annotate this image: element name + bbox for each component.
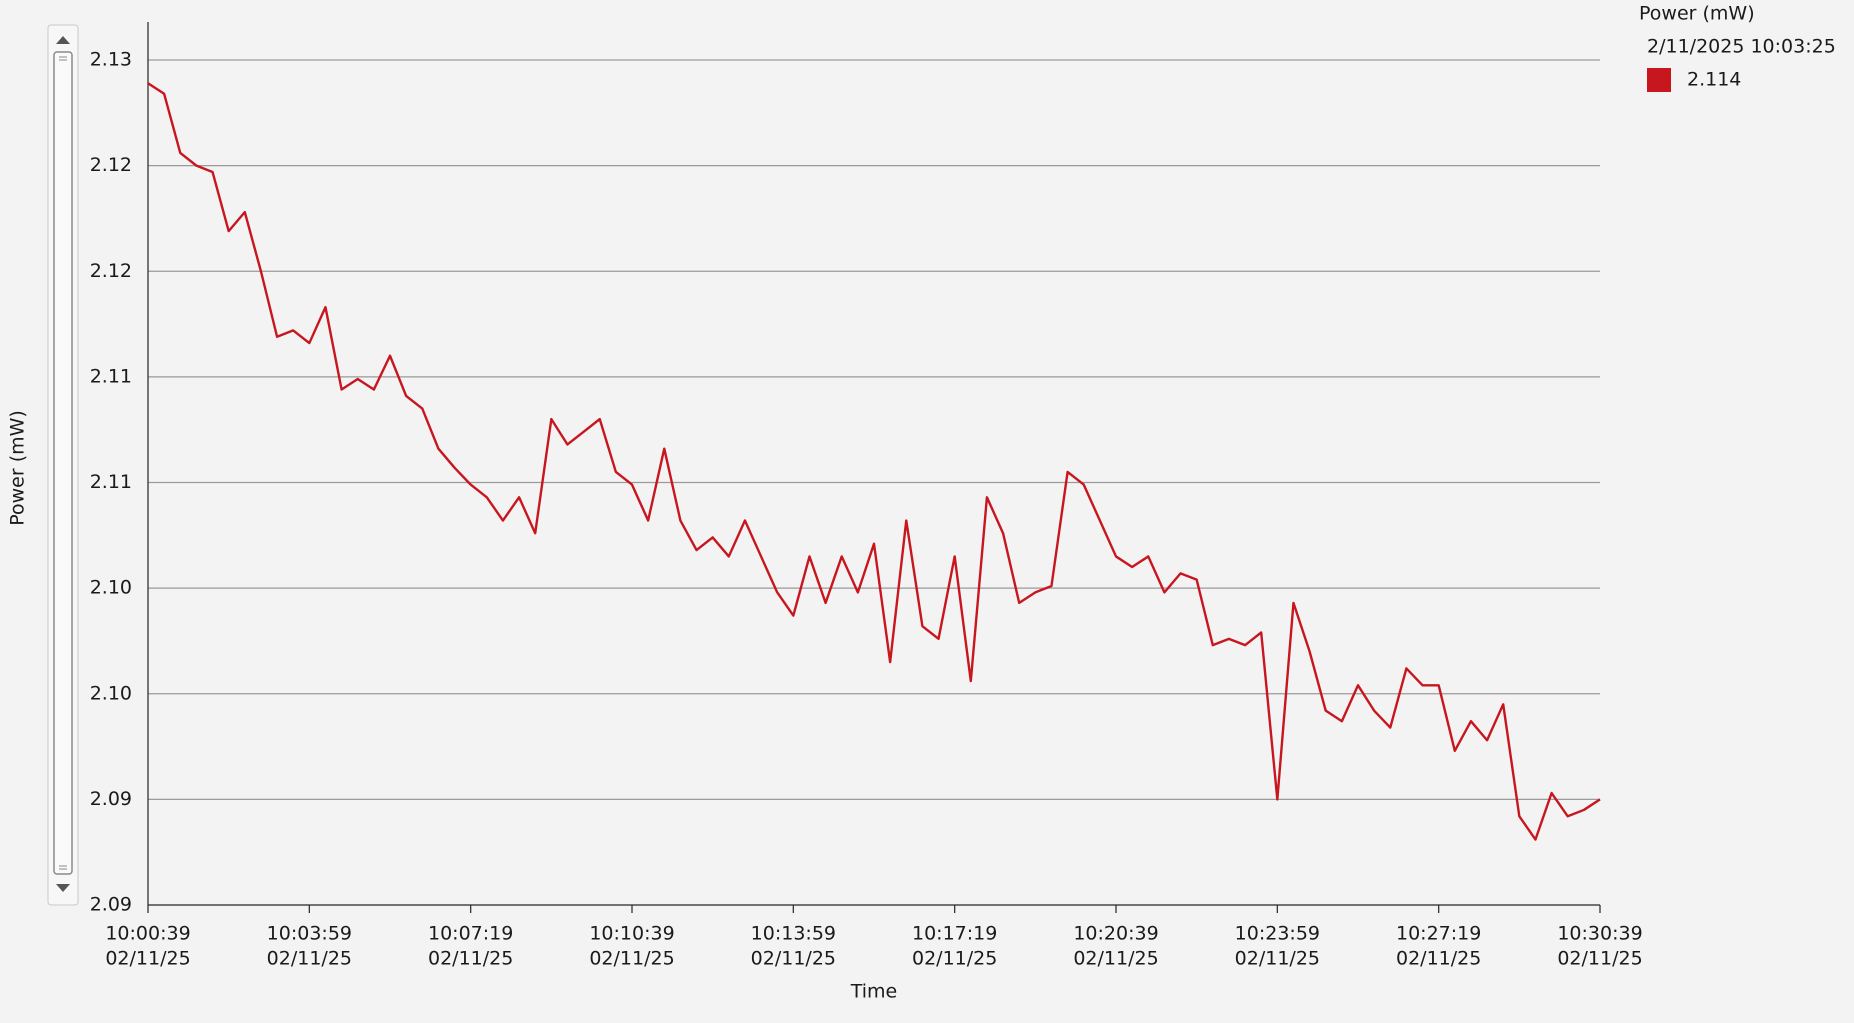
data-line	[147, 82, 1601, 841]
x-tick-label: 02/11/25	[428, 948, 513, 970]
legend-timestamp: 2/11/2025 10:03:25	[1647, 36, 1836, 58]
x-tick-label: 10:27:19	[1396, 923, 1481, 945]
x-axis-title: Time	[850, 981, 898, 1003]
x-tick-label: 10:10:39	[589, 923, 674, 945]
x-tick-label: 10:20:39	[1073, 923, 1158, 945]
legend-value: 2.114	[1687, 69, 1741, 91]
y-axis-title: Power (mW)	[7, 410, 29, 526]
y-tick-label: 2.09	[90, 788, 132, 810]
scroll-down-arrow[interactable]	[56, 884, 70, 892]
x-tick-label: 02/11/25	[1396, 948, 1481, 970]
x-tick-label: 10:13:59	[751, 923, 836, 945]
x-tick-label: 10:07:19	[428, 923, 513, 945]
x-tick-label: 10:00:39	[105, 923, 190, 945]
x-tick-label: 10:23:59	[1235, 923, 1320, 945]
y-tick-label: 2.10	[90, 682, 132, 704]
x-tick-label: 02/11/25	[1557, 948, 1642, 970]
x-tick-label: 02/11/25	[1073, 948, 1158, 970]
legend-swatch	[1647, 68, 1671, 92]
legend-title: Power (mW)	[1639, 3, 1755, 25]
y-tick-label: 2.10	[90, 577, 132, 599]
x-tick-label: 02/11/25	[267, 948, 352, 970]
scroll-thumb[interactable]	[53, 51, 73, 875]
scroll-up-arrow[interactable]	[56, 36, 70, 44]
x-tick-label: 10:30:39	[1557, 923, 1642, 945]
x-tick-label: 02/11/25	[589, 948, 674, 970]
x-tick-label: 02/11/25	[1235, 948, 1320, 970]
scrollbar[interactable]	[47, 24, 79, 906]
x-tick-label: 10:03:59	[267, 923, 352, 945]
x-tick-label: 10:17:19	[912, 923, 997, 945]
y-tick-label: 2.13	[90, 49, 132, 71]
x-tick-label: 02/11/25	[912, 948, 997, 970]
y-tick-label: 2.11	[90, 365, 132, 387]
x-tick-label: 02/11/25	[751, 948, 836, 970]
y-tick-label: 2.09	[90, 894, 132, 916]
x-tick-label: 02/11/25	[105, 948, 190, 970]
y-tick-label: 2.12	[90, 260, 132, 282]
y-tick-label: 2.12	[90, 154, 132, 176]
y-tick-label: 2.11	[90, 471, 132, 493]
